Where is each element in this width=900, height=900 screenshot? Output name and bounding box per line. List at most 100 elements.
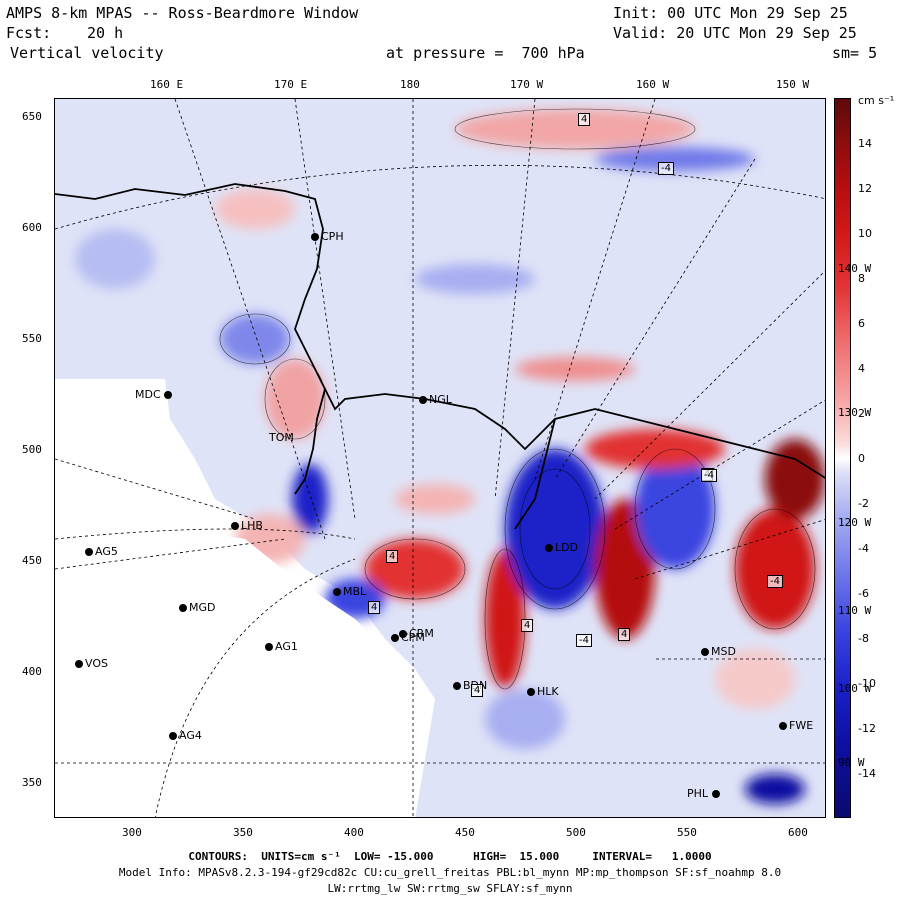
station-dot	[711, 790, 720, 798]
x-tick-450: 450	[455, 826, 475, 839]
colorbar-label: 4	[858, 362, 865, 375]
y-tick-500: 500	[22, 443, 42, 456]
contour-value-marker: 4	[578, 113, 591, 126]
station-dot	[265, 643, 273, 651]
station-label: PHL	[687, 787, 709, 800]
colorbar-label: -2	[858, 497, 869, 510]
station-label: AG4	[179, 729, 202, 742]
station-dot	[333, 588, 341, 596]
colorbar-label: 10	[858, 227, 872, 240]
station-dot	[453, 682, 461, 690]
station-label: HLK	[537, 685, 559, 698]
station-label: TOM	[269, 431, 294, 444]
colorbar-unit: cm s⁻¹	[858, 94, 895, 107]
station-cph: CPH	[311, 230, 344, 243]
station-lhb: LHB	[231, 519, 263, 532]
station-crm: CRM	[399, 627, 434, 640]
station-dot	[391, 634, 399, 642]
station-phl: PHL	[687, 787, 722, 800]
colorbar-label: 8	[858, 272, 865, 285]
colorbar-label: -4	[858, 542, 869, 555]
station-ag4: AG4	[169, 729, 202, 742]
colorbar-label: 2	[858, 407, 865, 420]
x-tick-600: 600	[788, 826, 808, 839]
station-dot	[779, 722, 787, 730]
station-label: MDC	[135, 388, 161, 401]
lon-label-170e: 170 E	[274, 78, 308, 91]
station-label: LHB	[241, 519, 263, 532]
colorbar-label: -6	[858, 587, 869, 600]
model-info-physics: LW:rrtmg_lw SW:rrtmg_sw SFLAY:sf_mynn	[327, 882, 573, 895]
colorbar-label: 14	[858, 137, 872, 150]
station-dot	[701, 648, 709, 656]
pressure-level: at pressure = 700 hPa	[386, 44, 585, 62]
station-label: FWE	[789, 719, 814, 732]
x-tick-400: 400	[344, 826, 364, 839]
colorbar-label: 0	[858, 452, 865, 465]
colorbar-label: -14	[858, 767, 876, 780]
station-mgd: MGD	[179, 601, 216, 614]
colorbar-label: -8	[858, 632, 869, 645]
station-mbl: MBL	[333, 585, 366, 598]
station-ldd: LDD	[545, 541, 578, 554]
station-ngl: NGL	[419, 393, 452, 406]
colorbar-label: -12	[858, 722, 876, 735]
station-dot	[399, 630, 407, 638]
vv-field-blobs	[75, 109, 825, 804]
station-label: AG5	[95, 545, 118, 558]
lon-label-160e: 160 E	[150, 78, 184, 91]
x-tick-500: 500	[566, 826, 586, 839]
station-dot	[169, 732, 177, 740]
station-msd: MSD	[701, 645, 736, 658]
contour-value-marker: 4	[618, 628, 631, 641]
y-tick-400: 400	[22, 665, 42, 678]
x-tick-350: 350	[233, 826, 253, 839]
contour-value-marker: -4	[576, 634, 592, 647]
lon-label-130w: 130 W	[838, 406, 872, 419]
station-fwe: FWE	[779, 719, 813, 732]
y-tick-550: 550	[22, 332, 42, 345]
y-tick-600: 600	[22, 221, 42, 234]
station-dot	[419, 396, 427, 404]
station-label: NGL	[429, 393, 452, 406]
y-tick-450: 450	[22, 554, 42, 567]
lon-label-170w: 170 W	[510, 78, 544, 91]
graticule	[55, 99, 825, 817]
contour-value-marker: -4	[658, 162, 674, 175]
lon-label-90w: 90 W	[838, 756, 865, 769]
station-mdc: MDC	[135, 388, 174, 401]
lon-label-180: 180	[400, 78, 420, 91]
station-dot	[85, 548, 93, 556]
contour-info: CONTOURS: UNITS=cm s⁻¹ LOW= -15.000 HIGH…	[188, 850, 712, 863]
model-info: Model Info: MPASv8.2.3-194-gf29cd82c CU:…	[118, 866, 782, 879]
station-dot	[164, 391, 173, 399]
init-time: Init: 00 UTC Mon 29 Sep 25	[613, 4, 848, 22]
station-dot	[75, 660, 83, 668]
station-hlk: HLK	[527, 685, 559, 698]
map-title: AMPS 8-km MPAS -- Ross-Beardmore Window	[6, 4, 359, 22]
lon-label-110w: 110 W	[838, 604, 872, 617]
lon-label-160w: 160 W	[636, 78, 670, 91]
station-label: VOS	[85, 657, 108, 670]
map-panel: CPH MDC NGL TOM AG5 MGD AG1 VOS AG4 LHB …	[54, 98, 826, 818]
station-label: CPH	[321, 230, 344, 243]
lon-label-100w: 100 W	[838, 682, 872, 695]
smoothing: sm= 5	[832, 44, 878, 62]
x-tick-300: 300	[122, 826, 142, 839]
contour-value-marker: -4	[767, 575, 783, 588]
lon-label-140w: 140 W	[838, 262, 872, 275]
contour-value-marker: 4	[368, 601, 381, 614]
station-ag1: AG1	[265, 640, 298, 653]
station-ag5: AG5	[85, 545, 118, 558]
colorbar-label: 12	[858, 182, 872, 195]
y-tick-350: 350	[22, 776, 42, 789]
colorbar-label: -10	[858, 677, 876, 690]
contour-value-marker: -4	[701, 469, 717, 482]
station-tom: TOM	[269, 431, 294, 444]
station-dot	[231, 522, 239, 530]
x-tick-550: 550	[677, 826, 697, 839]
station-dot	[311, 233, 319, 241]
station-label: LDD	[555, 541, 579, 554]
colorbar	[834, 98, 851, 818]
station-label: AG1	[275, 640, 298, 653]
